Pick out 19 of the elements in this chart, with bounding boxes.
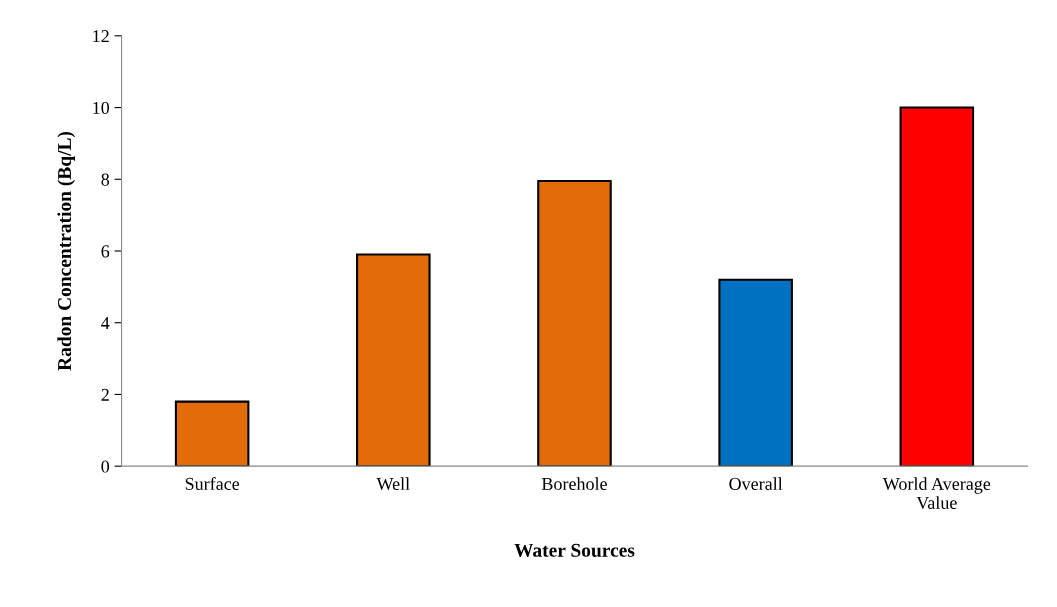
y-tick-label: 6 — [101, 245, 110, 258]
y-tick-label: 12 — [93, 30, 109, 43]
x-tick-label: World Average Value — [882, 477, 991, 510]
x-tick-label: Borehole — [541, 477, 607, 490]
y-axis-title: Radon Concentration (Bq/L) — [57, 131, 76, 371]
bar — [174, 400, 250, 467]
x-tick-label: Well — [376, 477, 410, 491]
x-axis-title: Water Sources — [514, 543, 635, 557]
bar — [718, 278, 793, 467]
y-tick-label: 8 — [101, 173, 110, 186]
y-tick-label: 4 — [101, 317, 110, 329]
x-tick-label: Surface — [185, 477, 240, 490]
bar — [356, 253, 431, 467]
y-tick-label: 10 — [93, 101, 110, 114]
y-tick-label: 0 — [101, 460, 110, 473]
bar — [537, 180, 612, 467]
y-tick-label: 2 — [101, 388, 109, 401]
x-tick-label: Overall — [729, 477, 783, 490]
bar — [899, 106, 975, 467]
